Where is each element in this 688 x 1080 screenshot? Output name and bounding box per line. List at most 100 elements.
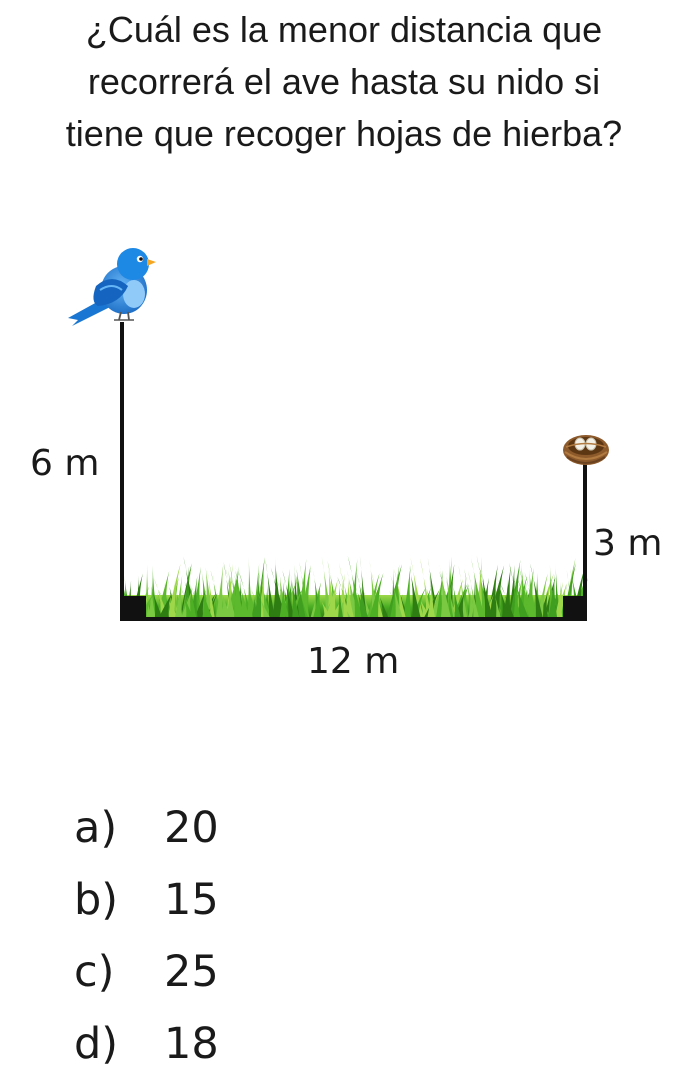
- grass-blade: [150, 586, 162, 617]
- grass-blade: [325, 579, 338, 617]
- grass-blade: [184, 581, 197, 617]
- grass-blade: [403, 565, 411, 617]
- grass-blade: [476, 555, 489, 617]
- grass-blade: [339, 562, 348, 617]
- option-value: 15: [164, 875, 219, 925]
- grass-blade: [478, 565, 493, 617]
- grass-blade: [548, 564, 556, 617]
- grass-blade: [451, 578, 461, 617]
- grass-blade: [175, 575, 183, 617]
- grass-blade: [470, 558, 485, 617]
- grass-blade: [554, 581, 563, 617]
- bird-icon: [68, 248, 156, 326]
- grass-blade: [436, 569, 444, 617]
- grass-blade: [282, 570, 295, 617]
- option-letter: a): [74, 803, 118, 853]
- grass-blade: [539, 590, 549, 617]
- grass-blade: [509, 562, 521, 617]
- grass-blade: [415, 592, 431, 617]
- grass-blade: [166, 594, 178, 617]
- grass-blade: [499, 587, 511, 617]
- option-a[interactable]: a) 20: [74, 792, 219, 864]
- grass-blade: [344, 578, 354, 617]
- grass-blade: [467, 571, 479, 617]
- grass-blade: [450, 579, 464, 617]
- grass-blade: [279, 579, 286, 617]
- grass-blade: [555, 562, 560, 617]
- grass-blade: [321, 556, 332, 617]
- question-line: tiene que recoger hojas de hierba?: [65, 113, 623, 154]
- grass-blade: [503, 565, 511, 617]
- grass-blade: [148, 584, 156, 617]
- grass-blade: [259, 557, 265, 617]
- grass-blade: [181, 588, 193, 617]
- grass-blade: [490, 565, 505, 617]
- diagram: 6 m 3 m 12 m: [30, 248, 662, 682]
- grass-blade: [207, 569, 215, 617]
- answer-options: a) 20 b) 15 c) 25 d) 18: [74, 792, 219, 1080]
- grass-blade: [204, 561, 214, 617]
- grass-blade: [251, 588, 262, 617]
- grass-blade: [464, 568, 475, 617]
- grass-blade: [159, 592, 173, 617]
- grass-blade: [190, 575, 198, 617]
- grass-blade: [369, 572, 384, 617]
- grass-blade: [427, 580, 435, 617]
- grass-blade: [356, 571, 368, 617]
- grass-blade: [229, 562, 241, 617]
- grass-blade: [181, 587, 193, 617]
- grass-blade: [327, 565, 337, 617]
- grass-blade: [317, 594, 331, 617]
- option-b[interactable]: b) 15: [74, 864, 219, 936]
- ground-width-label: 12 m: [307, 641, 399, 682]
- grass-blade: [337, 576, 353, 617]
- grass-blade: [226, 585, 236, 617]
- grass-blade: [272, 557, 283, 617]
- grass-blade: [258, 575, 266, 617]
- grass-blade: [188, 575, 197, 617]
- option-value: 20: [164, 803, 219, 853]
- grass-blade: [201, 568, 211, 617]
- option-letter: d): [74, 1019, 119, 1069]
- grass-blade: [256, 592, 270, 617]
- grass-blade: [254, 570, 262, 617]
- grass-blade: [346, 569, 360, 617]
- option-letter: c): [74, 947, 115, 997]
- grass: [122, 555, 589, 618]
- grass-blade: [218, 585, 225, 617]
- grass-blade: [221, 590, 232, 617]
- grass-blade: [167, 563, 181, 617]
- grass-blade: [537, 573, 548, 617]
- grass-blade: [156, 570, 170, 617]
- right-height-label: 3 m: [593, 523, 662, 564]
- grass-blade: [338, 580, 343, 617]
- grass-blade: [468, 586, 477, 617]
- grass-blade: [409, 565, 421, 617]
- option-c[interactable]: c) 25: [74, 936, 219, 1008]
- grass-blade: [548, 574, 558, 617]
- grass-blade: [153, 578, 169, 617]
- question-line: recorrerá el ave hasta su nido si: [87, 61, 601, 102]
- grass-blade: [509, 559, 521, 617]
- left-height-label: 6 m: [30, 443, 99, 484]
- grass-blade: [265, 558, 275, 617]
- grass-blade: [529, 562, 543, 617]
- question-line: ¿Cuál es la menor distancia que: [85, 9, 603, 50]
- grass-blade: [439, 563, 451, 617]
- grass-blade: [180, 594, 190, 617]
- grass-blade: [518, 577, 523, 617]
- grass-blade: [195, 589, 207, 617]
- option-d[interactable]: d) 18: [74, 1008, 219, 1080]
- grass-blade: [493, 590, 501, 617]
- grass-blade: [239, 584, 251, 617]
- grass-blade: [295, 563, 306, 617]
- grass-blade: [375, 587, 389, 617]
- grass-blade: [210, 570, 222, 617]
- option-letter: b): [74, 875, 119, 925]
- grass-blade: [390, 575, 403, 617]
- grass-blade: [516, 575, 528, 617]
- option-value: 25: [164, 947, 219, 997]
- grass-blade: [500, 583, 514, 617]
- grass-blade: [202, 587, 213, 617]
- grass-blade: [445, 577, 454, 617]
